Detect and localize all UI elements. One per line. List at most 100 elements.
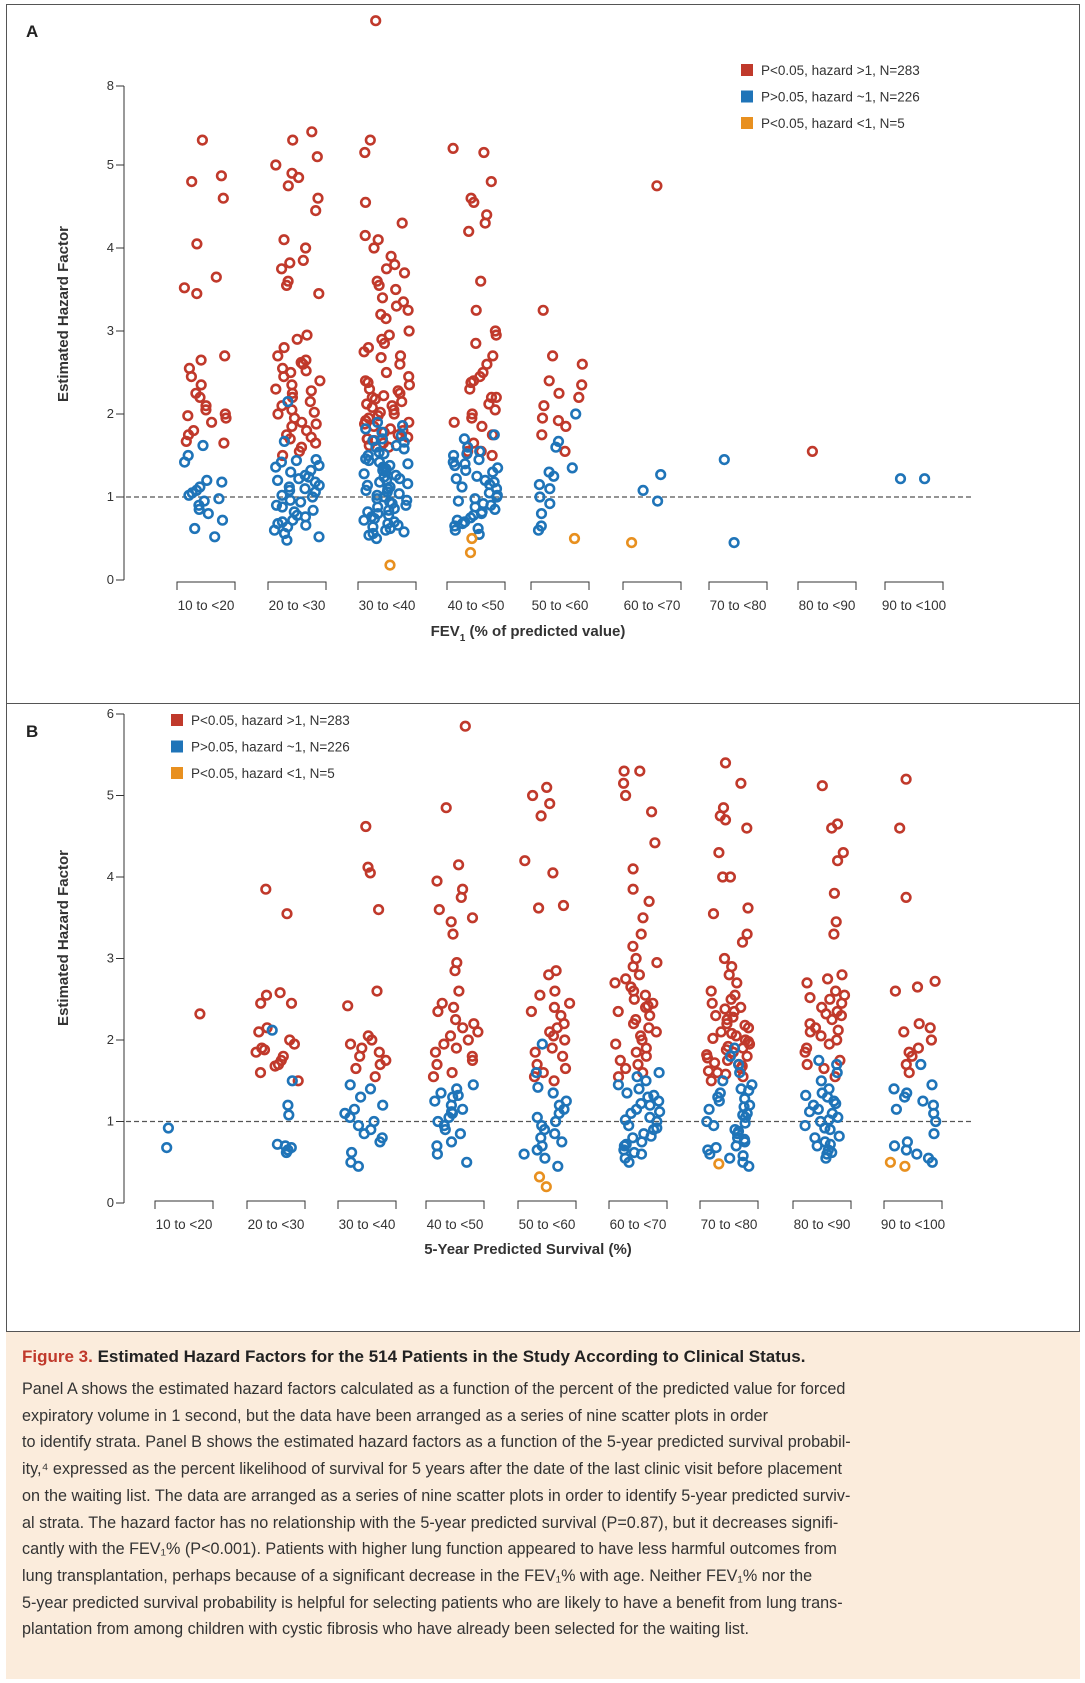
data-point — [449, 459, 461, 472]
data-point — [543, 466, 555, 478]
data-point — [272, 517, 284, 530]
data-point — [534, 491, 546, 503]
data-point — [390, 469, 402, 482]
data-point — [202, 508, 214, 520]
data-point — [634, 1030, 647, 1042]
data-point — [609, 977, 621, 989]
data-point — [518, 1148, 530, 1160]
data-point — [431, 1140, 443, 1152]
data-point — [397, 420, 409, 432]
x-category-label: 60 to <70 — [610, 1217, 667, 1232]
data-point — [466, 912, 479, 924]
data-point — [194, 481, 206, 493]
x-category-label: 80 to <90 — [794, 1217, 851, 1232]
legend-label: P<0.05, hazard >1, N=283 — [761, 63, 920, 78]
data-point — [253, 1026, 265, 1038]
x-category-label: 90 to <100 — [881, 1217, 945, 1232]
data-point — [438, 1038, 450, 1050]
data-point — [836, 969, 848, 981]
data-point — [362, 376, 374, 389]
y-tick-label: 2 — [107, 406, 114, 421]
data-point — [299, 483, 311, 495]
data-point — [206, 416, 218, 428]
data-point — [459, 720, 471, 732]
data-point — [889, 985, 902, 997]
data-point — [290, 454, 303, 467]
data-point — [271, 1138, 284, 1150]
data-point — [313, 531, 325, 543]
data-point — [314, 375, 326, 387]
data-point — [644, 1010, 656, 1022]
data-point — [639, 989, 652, 1001]
data-point — [478, 146, 490, 159]
data-point — [454, 1128, 467, 1140]
data-point — [804, 1018, 816, 1030]
data-point — [161, 1142, 173, 1154]
data-point — [928, 1128, 940, 1140]
x-category-label: 80 to <90 — [799, 598, 856, 613]
data-point — [628, 1146, 640, 1159]
data-point — [209, 531, 221, 543]
data-point — [630, 1046, 642, 1058]
data-point — [295, 441, 308, 453]
data-point — [550, 441, 562, 453]
data-point — [307, 504, 319, 516]
data-point — [743, 1084, 755, 1097]
data-point — [451, 1083, 463, 1095]
data-point — [303, 471, 315, 483]
x-category-label: 20 to <30 — [248, 1217, 305, 1232]
data-point — [286, 1075, 298, 1087]
data-point — [339, 1107, 351, 1120]
data-point — [282, 396, 294, 408]
data-point — [552, 435, 565, 448]
data-point — [631, 1071, 643, 1083]
data-point — [903, 1046, 915, 1058]
data-point — [642, 1091, 654, 1103]
x-category-label: 10 to <20 — [156, 1217, 213, 1232]
data-point — [627, 940, 639, 952]
category-bracket — [699, 1200, 759, 1209]
data-point — [710, 1142, 722, 1154]
data-point — [701, 1115, 713, 1128]
data-point — [445, 1136, 458, 1148]
data-point — [544, 797, 556, 810]
data-point — [373, 904, 385, 916]
data-point — [216, 514, 229, 526]
legend-swatch — [741, 117, 753, 129]
data-point — [457, 1022, 469, 1034]
category-bracket — [608, 1200, 668, 1209]
data-point — [536, 412, 549, 424]
legend-swatch — [171, 740, 183, 753]
data-point — [378, 448, 390, 460]
data-point — [735, 1001, 747, 1014]
data-point — [384, 559, 396, 571]
data-point — [651, 1122, 663, 1134]
data-point — [465, 376, 477, 389]
data-point — [269, 1060, 281, 1072]
data-point — [531, 1111, 543, 1124]
data-point — [541, 781, 553, 793]
data-point — [831, 1058, 843, 1071]
data-point — [216, 476, 228, 488]
data-point — [566, 462, 578, 474]
data-point — [186, 176, 198, 188]
figure-label: Figure 3. — [22, 1347, 93, 1366]
data-point — [721, 1014, 733, 1026]
data-point — [543, 375, 555, 387]
data-point — [373, 279, 385, 292]
legend-label: P<0.05, hazard <1, N=5 — [761, 116, 905, 131]
data-point — [299, 511, 312, 523]
data-point — [536, 1038, 548, 1050]
data-point — [619, 1114, 632, 1126]
data-point — [385, 250, 397, 262]
data-point — [630, 952, 642, 965]
data-point — [258, 1044, 271, 1056]
data-point — [452, 495, 465, 507]
data-point — [355, 1091, 367, 1103]
data-point — [549, 1128, 561, 1140]
data-point — [557, 899, 570, 912]
data-point — [643, 895, 655, 907]
data-point — [377, 464, 389, 477]
data-point — [461, 448, 473, 460]
y-tick-label: 3 — [107, 951, 114, 966]
